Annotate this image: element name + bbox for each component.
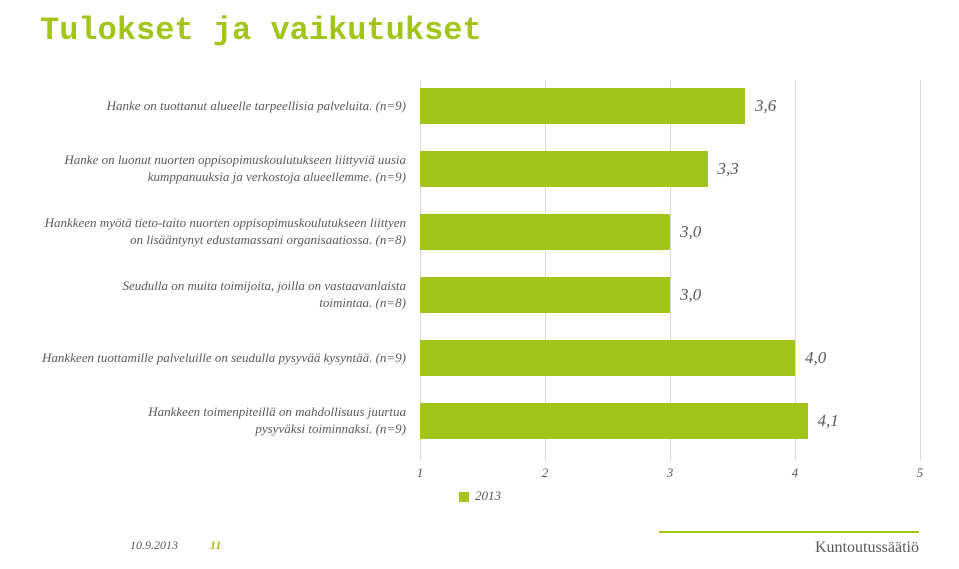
- chart-row: Seudulla on muita toimijoita, joilla on …: [40, 271, 920, 319]
- x-tick-label: 5: [917, 465, 924, 481]
- bar: [420, 340, 795, 376]
- chart-row: Hankkeen myötä tieto-taito nuorten oppis…: [40, 208, 920, 256]
- legend-label: 2013: [475, 488, 501, 503]
- bar-value-label: 4,1: [808, 397, 839, 445]
- chart-row: Hanke on luonut nuorten oppisopimuskoulu…: [40, 145, 920, 193]
- chart-row: Hankkeen tuottamille palveluille on seud…: [40, 334, 920, 382]
- bar-value-label: 3,0: [670, 208, 701, 256]
- bar-value-label: 3,6: [745, 82, 776, 130]
- footer-page-number: 11: [210, 538, 221, 553]
- bar: [420, 277, 670, 313]
- bar-value-label: 3,0: [670, 271, 701, 319]
- footer-date: 10.9.2013: [130, 538, 178, 553]
- page: Tulokset ja vaikutukset Hanke on tuottan…: [0, 0, 959, 569]
- bar-label: Hankkeen myötä tieto-taito nuorten oppis…: [40, 208, 410, 256]
- footer-accent-line: [659, 531, 919, 533]
- bar: [420, 214, 670, 250]
- bar: [420, 403, 808, 439]
- page-title: Tulokset ja vaikutukset: [40, 12, 482, 49]
- x-tick-label: 4: [792, 465, 799, 481]
- chart-row: Hankkeen toimenpiteillä on mahdollisuus …: [40, 397, 920, 445]
- bar-label: Hanke on tuottanut alueelle tarpeellisia…: [40, 82, 410, 130]
- bar-label: Hankkeen toimenpiteillä on mahdollisuus …: [110, 397, 410, 445]
- bar-value-label: 4,0: [795, 334, 826, 382]
- footer-logo: Kuntoutussäätiö: [815, 539, 919, 557]
- x-tick-label: 2: [542, 465, 549, 481]
- bar-label: Hankkeen tuottamille palveluille on seud…: [40, 334, 410, 382]
- legend-swatch: [459, 492, 469, 502]
- bar-label: Seudulla on muita toimijoita, joilla on …: [110, 271, 410, 319]
- bar-chart: Hanke on tuottanut alueelle tarpeellisia…: [40, 80, 920, 490]
- bar-value-label: 3,3: [708, 145, 739, 193]
- chart-row: Hanke on tuottanut alueelle tarpeellisia…: [40, 82, 920, 130]
- x-tick-label: 3: [667, 465, 674, 481]
- gridline: [920, 80, 921, 460]
- bar: [420, 88, 745, 124]
- bar-label: Hanke on luonut nuorten oppisopimuskoulu…: [40, 145, 410, 193]
- chart-legend: 2013: [40, 488, 920, 504]
- x-tick-label: 1: [417, 465, 424, 481]
- bar: [420, 151, 708, 187]
